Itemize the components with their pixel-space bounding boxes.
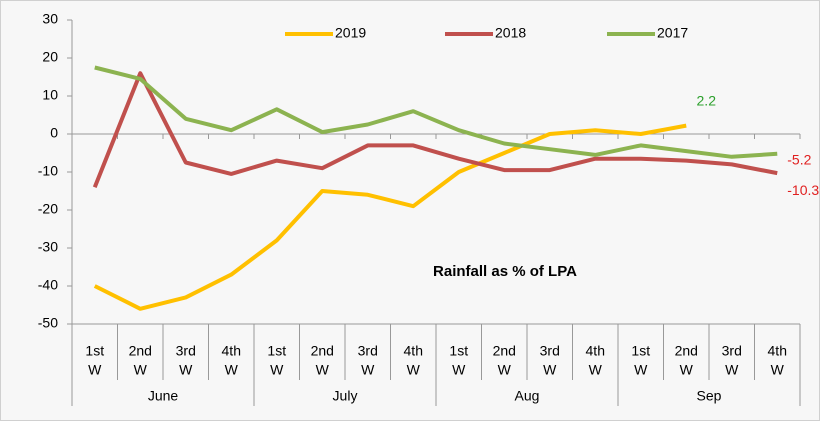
x-tick-label: 4th bbox=[768, 343, 787, 359]
group-label: July bbox=[333, 388, 358, 404]
x-tick-label: 1st bbox=[85, 343, 104, 359]
x-tick-label: W bbox=[725, 362, 739, 378]
series-line bbox=[92, 71, 778, 188]
x-tick-label: 1st bbox=[449, 343, 468, 359]
x-tick-label: W bbox=[589, 362, 603, 378]
x-tick-label: 2nd bbox=[493, 343, 516, 359]
x-tick-label: W bbox=[88, 362, 102, 378]
series-line bbox=[93, 123, 687, 311]
x-tick-label: 3rd bbox=[540, 343, 560, 359]
x-tick-label: 3rd bbox=[176, 343, 196, 359]
y-tick-label: 10 bbox=[42, 87, 58, 103]
legend-label: 2017 bbox=[657, 25, 688, 41]
y-tick-label: -40 bbox=[38, 277, 58, 293]
x-tick-label: W bbox=[225, 362, 239, 378]
x-tick-label: W bbox=[634, 362, 648, 378]
x-tick-label: 1st bbox=[631, 343, 650, 359]
x-tick-label: 3rd bbox=[722, 343, 742, 359]
x-tick-label: W bbox=[361, 362, 375, 378]
x-tick-label: 2nd bbox=[129, 343, 152, 359]
x-tick-label: 3rd bbox=[358, 343, 378, 359]
data-label: -5.2 bbox=[787, 151, 811, 167]
x-tick-label: W bbox=[179, 362, 193, 378]
y-tick-label: -10 bbox=[38, 163, 58, 179]
legend-label: 2018 bbox=[495, 25, 526, 41]
x-tick-label: 2nd bbox=[311, 343, 334, 359]
series-line bbox=[94, 65, 778, 159]
x-tick-label: 4th bbox=[586, 343, 605, 359]
y-tick-label: 20 bbox=[42, 49, 58, 65]
x-tick-label: W bbox=[543, 362, 557, 378]
x-tick-label: W bbox=[134, 362, 148, 378]
x-tick-label: W bbox=[316, 362, 330, 378]
y-tick-label: -20 bbox=[38, 201, 58, 217]
x-tick-label: 2nd bbox=[675, 343, 698, 359]
x-tick-label: 4th bbox=[222, 343, 241, 359]
data-label: -10.3 bbox=[787, 182, 819, 198]
x-tick-label: W bbox=[452, 362, 466, 378]
group-label: Aug bbox=[515, 388, 540, 404]
data-label: 2.2 bbox=[697, 92, 717, 108]
y-tick-label: -30 bbox=[38, 239, 58, 255]
x-tick-label: W bbox=[771, 362, 785, 378]
x-tick-label: W bbox=[498, 362, 512, 378]
x-tick-label: W bbox=[270, 362, 284, 378]
annotation: Rainfall as % of LPA bbox=[433, 263, 577, 280]
y-tick-label: -50 bbox=[38, 315, 58, 331]
x-tick-label: W bbox=[680, 362, 694, 378]
y-tick-label: 30 bbox=[42, 11, 58, 27]
x-tick-label: 1st bbox=[267, 343, 286, 359]
x-tick-label: 4th bbox=[404, 343, 423, 359]
x-tick-label: W bbox=[407, 362, 421, 378]
legend-label: 2019 bbox=[335, 25, 366, 41]
group-label: Sep bbox=[697, 388, 722, 404]
group-label: June bbox=[148, 388, 179, 404]
y-tick-label: 0 bbox=[50, 125, 58, 141]
